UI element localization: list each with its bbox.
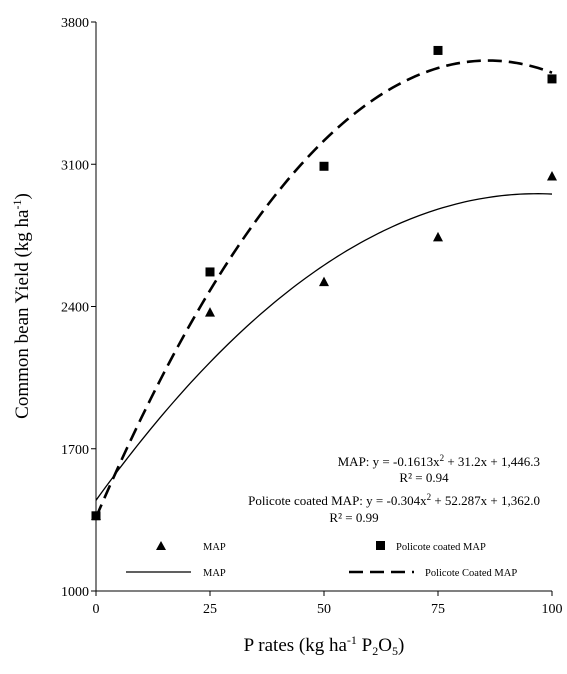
map-r2: R² = 0.94	[399, 470, 449, 485]
y-tick-label: 3100	[61, 158, 89, 173]
y-tick-label: 1000	[61, 585, 89, 600]
x-axis-title-main: P rates (kg ha	[244, 635, 348, 656]
x-ticks: 0 25 50 75 100	[93, 591, 563, 617]
policote-r2: R² = 0.99	[329, 510, 378, 525]
policote-point	[547, 74, 557, 84]
x-axis-title-mid: P	[357, 635, 372, 656]
policote-equation-head: Policote coated MAP: y = -0.304x	[248, 493, 427, 508]
policote-point	[433, 45, 443, 55]
y-axis-title: Common bean Yield (kg ha-1)	[10, 193, 33, 419]
x-axis-title-sub1: 2	[372, 644, 378, 658]
y-tick-label: 3800	[61, 16, 89, 31]
fit-lines	[94, 59, 553, 518]
data-points	[91, 45, 557, 521]
x-axis-title-o: O	[378, 635, 392, 656]
map-fit-line	[95, 193, 553, 501]
policote-point	[319, 161, 329, 171]
x-axis-title-close: )	[398, 635, 404, 656]
map-point	[433, 231, 443, 242]
y-axis-title-sup: -1	[10, 200, 24, 210]
legend: MAP Policote coated MAP MAP Policote Coa…	[126, 541, 517, 579]
map-point	[205, 307, 215, 317]
legend-policote-points-label: Policote coated MAP	[396, 542, 486, 553]
legend-map-marker	[156, 541, 166, 550]
map-equation-head: MAP: y = -0.1613x	[338, 454, 440, 469]
policote-point	[205, 267, 215, 277]
y-tick-label: 2400	[61, 301, 89, 316]
policote-point	[91, 511, 101, 521]
x-axis-title: P rates (kg ha-1 P2O5)	[244, 633, 405, 658]
x-axis-title-sup: -1	[347, 633, 357, 647]
policote-equation-tail: + 52.287x + 1,362.0	[431, 493, 540, 508]
legend-policote-line-label: Policote Coated MAP	[425, 568, 517, 579]
x-tick-label: 0	[93, 602, 100, 617]
x-tick-label: 100	[542, 602, 563, 617]
legend-map-points-label: MAP	[203, 542, 226, 553]
map-equation-tail: + 31.2x + 1,446.3	[444, 454, 540, 469]
y-axis-title-close: )	[12, 193, 33, 199]
policote-fit-line	[94, 59, 553, 518]
map-equation-exp: 2	[440, 453, 445, 463]
x-tick-label: 75	[431, 602, 445, 617]
policote-equation: Policote coated MAP: y = -0.304x2 + 52.2…	[248, 492, 540, 508]
policote-equation-exp: 2	[427, 492, 432, 502]
x-axis-title-sub2: 5	[392, 644, 398, 658]
y-tick-label: 1700	[61, 443, 89, 458]
y-ticks: 1000 1700 2400 3100 3800	[61, 16, 96, 600]
y-axis-title-main: Common bean Yield (kg ha	[12, 209, 33, 419]
map-point	[547, 170, 557, 181]
legend-map-line-label: MAP	[203, 568, 226, 579]
map-equation: MAP: y = -0.1613x2 + 31.2x + 1,446.3	[338, 453, 540, 469]
map-point	[319, 276, 329, 287]
x-tick-label: 25	[203, 602, 217, 617]
legend-policote-marker	[376, 541, 385, 550]
x-tick-label: 50	[317, 602, 331, 617]
